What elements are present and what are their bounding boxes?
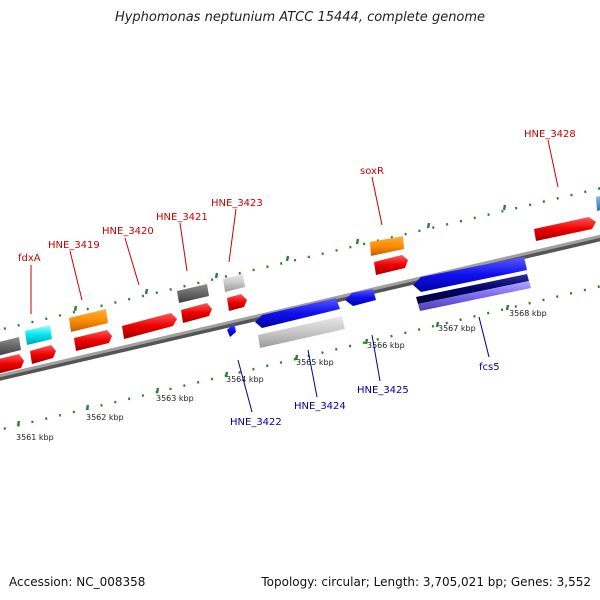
gene-blue-3424[interactable] xyxy=(255,298,340,328)
gene-red-f[interactable] xyxy=(227,294,247,311)
gene-blue-fcs5[interactable] xyxy=(413,257,527,292)
label-soxR: soxR xyxy=(360,166,384,177)
gene-light-3424[interactable] xyxy=(258,316,345,348)
label-HNE_3420: HNE_3420 xyxy=(102,226,154,237)
gene-red-g[interactable] xyxy=(374,255,408,275)
accession-text: Accession: NC_008358 xyxy=(9,575,146,589)
scale-label-3561: 3561 kbp xyxy=(16,433,54,442)
gene-red-e[interactable] xyxy=(181,303,212,323)
scale-label-3568: 3568 kbp xyxy=(509,309,547,318)
label-HNE_3428: HNE_3428 xyxy=(524,129,576,140)
label-HNE_3425: HNE_3425 xyxy=(357,385,409,396)
gene-orange-3419[interactable] xyxy=(69,309,108,332)
gene-blue-3422[interactable] xyxy=(227,323,236,337)
label-HNE_3419: HNE_3419 xyxy=(48,240,100,251)
forward-leaders xyxy=(30,139,559,314)
scale-label-3567: 3567 kbp xyxy=(438,324,476,333)
gene-red-c[interactable] xyxy=(74,330,112,351)
reverse-leaders xyxy=(237,316,490,413)
scale-label-3565: 3565 kbp xyxy=(296,358,334,367)
label-HNE_3421: HNE_3421 xyxy=(156,212,208,223)
gene-navy-fcs5[interactable] xyxy=(416,274,529,304)
gene-grey-left[interactable] xyxy=(0,337,21,356)
scale-label-3564: 3564 kbp xyxy=(226,375,264,384)
scale-label-3563: 3563 kbp xyxy=(156,394,194,403)
scale-label-3562: 3562 kbp xyxy=(86,413,124,422)
gene-steel-right[interactable] xyxy=(596,195,600,211)
gene-red-d[interactable] xyxy=(122,313,177,339)
label-fcs5: fcs5 xyxy=(479,362,500,373)
gene-orange-soxR[interactable] xyxy=(370,236,404,256)
gene-lavender-fcs5[interactable] xyxy=(418,281,531,311)
gene-red-h[interactable] xyxy=(534,217,596,241)
scale-label-3566: 3566 kbp xyxy=(367,341,405,350)
gene-red-a[interactable] xyxy=(0,354,24,374)
label-HNE_3424: HNE_3424 xyxy=(294,401,346,412)
backbone-line xyxy=(0,234,600,378)
map-title: Hyphomonas neptunium ATCC 15444, complet… xyxy=(114,10,486,25)
topology-summary: Topology: circular; Length: 3,705,021 bp… xyxy=(261,575,591,589)
label-HNE_3422: HNE_3422 xyxy=(230,417,282,428)
upper-major-ticks xyxy=(73,204,507,312)
label-fdxA: fdxA xyxy=(18,253,41,264)
label-HNE_3423: HNE_3423 xyxy=(211,198,263,209)
gene-blue-3425[interactable] xyxy=(345,289,376,306)
major-ticks xyxy=(16,304,510,427)
gene-red-b[interactable] xyxy=(30,345,56,364)
gene-grey-3421[interactable] xyxy=(177,284,209,303)
gene-light-3423[interactable] xyxy=(223,274,245,292)
gene-fdxA[interactable] xyxy=(25,325,52,345)
